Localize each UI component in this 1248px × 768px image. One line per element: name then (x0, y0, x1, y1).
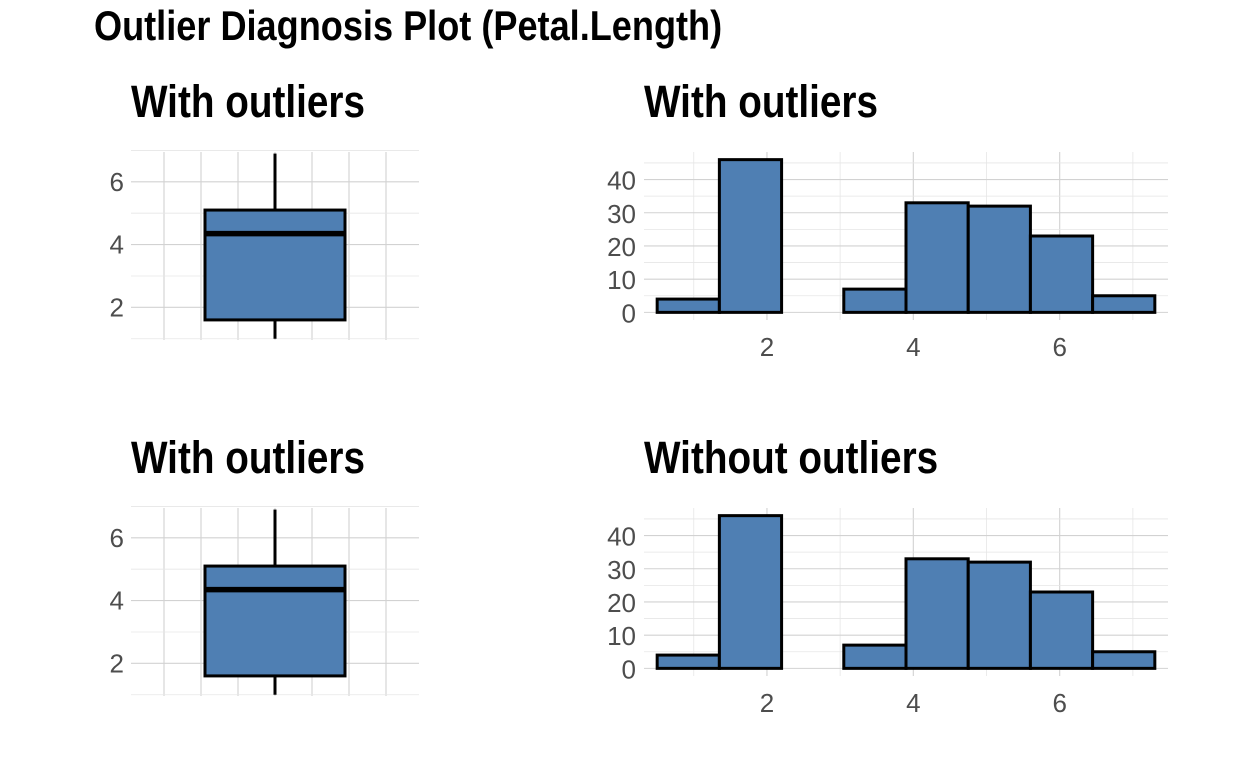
y-tick-label-30: 30 (607, 199, 636, 229)
box-iqr (203, 208, 347, 322)
histogram-bar-7 (1091, 650, 1157, 670)
histogram-bar-4 (904, 201, 970, 314)
y-tick-label-6: 6 (110, 523, 124, 553)
y-tick-label-6: 6 (110, 167, 124, 197)
y-tick-label-2: 2 (110, 292, 124, 322)
y-tick-label-20: 20 (607, 588, 636, 618)
y-tick-label-0: 0 (622, 298, 636, 328)
box-iqr (203, 564, 347, 678)
x-tick-label-4: 4 (906, 332, 920, 362)
histogram-bar-1 (717, 158, 784, 314)
histogram-bar-7 (1091, 294, 1157, 314)
histogram-bar-0 (655, 653, 721, 670)
x-tick-label-2: 2 (760, 332, 774, 362)
y-tick-label-30: 30 (607, 555, 636, 585)
y-tick-label-4: 4 (110, 586, 124, 616)
histogram-bar-1 (717, 514, 784, 670)
y-tick-label-20: 20 (607, 232, 636, 262)
y-tick-label-40: 40 (607, 166, 636, 196)
histogram-bar-5 (966, 560, 1032, 670)
main-title: Outlier Diagnosis Plot (Petal.Length) (94, 2, 723, 49)
panel-title-box-top: With outliers (131, 76, 366, 127)
x-tick-label-6: 6 (1052, 688, 1066, 718)
histogram-bar-5 (966, 204, 1032, 314)
x-tick-label-2: 2 (760, 688, 774, 718)
y-tick-label-40: 40 (607, 522, 636, 552)
y-tick-label-4: 4 (110, 230, 124, 260)
y-tick-label-2: 2 (110, 648, 124, 678)
y-tick-label-10: 10 (607, 621, 636, 651)
y-tick-label-10: 10 (607, 265, 636, 295)
histogram-bar-6 (1028, 234, 1095, 314)
panel-title-hist-top: With outliers (644, 76, 879, 127)
histogram-bar-4 (904, 557, 970, 670)
histogram-bar-6 (1028, 590, 1095, 670)
panel-title-hist-bottom: Without outliers (644, 432, 939, 483)
y-tick-label-0: 0 (622, 654, 636, 684)
x-tick-label-6: 6 (1052, 332, 1066, 362)
panel-title-box-bottom: With outliers (131, 432, 366, 483)
histogram-bar-0 (655, 297, 721, 314)
histogram-bar-3 (842, 643, 908, 670)
x-tick-label-4: 4 (906, 688, 920, 718)
histogram-bar-3 (842, 287, 908, 314)
